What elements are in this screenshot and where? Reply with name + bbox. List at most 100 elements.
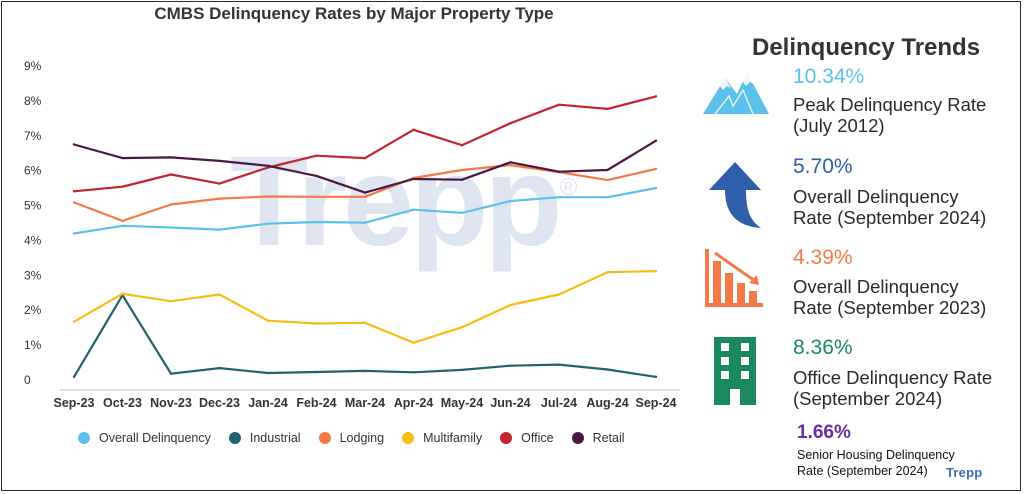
data-point bbox=[363, 191, 367, 194]
data-point bbox=[606, 368, 609, 371]
legend-label: Retail bbox=[592, 431, 625, 445]
data-point bbox=[266, 319, 270, 322]
data-point bbox=[606, 195, 609, 199]
chart-title: CMBS Delinquency Rates by Major Property… bbox=[154, 4, 554, 23]
data-point bbox=[72, 375, 76, 379]
legend-item: Overall Delinquency bbox=[78, 431, 211, 445]
data-point bbox=[509, 163, 512, 167]
stat-peak: 10.34% Peak Delinquency Rate (July 2012) bbox=[793, 65, 986, 136]
data-point bbox=[169, 156, 173, 159]
data-point bbox=[363, 369, 367, 373]
x-tick-label: Oct-23 bbox=[103, 396, 142, 410]
data-point bbox=[169, 226, 173, 229]
data-point bbox=[460, 178, 464, 181]
x-tick-label: Nov-23 bbox=[150, 396, 192, 410]
data-point bbox=[412, 341, 415, 344]
data-point bbox=[121, 224, 124, 227]
data-point bbox=[363, 195, 367, 199]
stat-overall-2023-value: 4.39% bbox=[793, 246, 853, 269]
data-point bbox=[606, 168, 609, 172]
data-point bbox=[266, 195, 270, 198]
line-chart: 0 1% 2% 3% 4% 5% 6% 7% 8% 9% Sep-23 Oct-23 Nov-23 Dec… bbox=[24, 59, 680, 410]
data-point bbox=[606, 107, 609, 111]
data-point bbox=[654, 269, 658, 273]
data-point bbox=[509, 122, 512, 125]
stat-overall-2023: 4.39% Overall Delinquency Rate (Septembe… bbox=[793, 246, 986, 318]
x-tick-label: Sep-24 bbox=[636, 396, 677, 410]
data-point bbox=[412, 208, 415, 211]
x-tick-label: Aug-24 bbox=[586, 396, 628, 410]
data-point bbox=[363, 221, 367, 224]
upward-curved-arrow-icon bbox=[705, 160, 765, 235]
data-point bbox=[266, 222, 270, 225]
data-point bbox=[72, 143, 76, 146]
x-tick-label: May-24 bbox=[441, 396, 483, 410]
stat-overall-2023-label-1: Overall Delinquency bbox=[793, 276, 959, 297]
stat-senior-label-2: Rate (September 2024) bbox=[797, 464, 928, 478]
data-point bbox=[460, 368, 464, 372]
legend-label: Multifamily bbox=[423, 431, 483, 445]
x-tick-label: Jan-24 bbox=[248, 396, 288, 410]
data-point bbox=[72, 201, 76, 204]
legend-marker bbox=[500, 432, 513, 444]
data-point bbox=[557, 363, 561, 366]
data-point bbox=[557, 103, 561, 106]
office-building-icon bbox=[714, 337, 756, 410]
declining-bar-chart-icon bbox=[703, 247, 765, 314]
data-point bbox=[169, 203, 173, 206]
legend-label: Office bbox=[521, 431, 554, 445]
y-tick-label: 7% bbox=[24, 129, 42, 143]
data-point bbox=[363, 321, 367, 324]
data-point bbox=[412, 177, 415, 181]
stat-office-value: 8.36% bbox=[793, 336, 853, 359]
stat-overall-2024-label-2: Rate (September 2024) bbox=[793, 207, 987, 228]
data-point bbox=[654, 375, 658, 379]
x-tick-label: Dec-23 bbox=[199, 396, 240, 410]
legend-item: Retail bbox=[571, 431, 625, 445]
y-tick-label: 8% bbox=[24, 94, 42, 108]
data-point bbox=[218, 197, 221, 200]
y-tick-label: 0 bbox=[24, 373, 31, 387]
data-point bbox=[121, 219, 124, 223]
mountain-peak-icon bbox=[703, 66, 769, 121]
x-tick-label: Sep-23 bbox=[54, 396, 95, 410]
stat-office: 8.36% Office Delinquency Rate (September… bbox=[793, 336, 992, 409]
data-point bbox=[315, 195, 318, 199]
data-point bbox=[654, 139, 658, 142]
stat-peak-label-2: (July 2012) bbox=[793, 115, 885, 136]
series-line-overall-delinquency bbox=[73, 187, 657, 235]
x-tick-label: Jun-24 bbox=[490, 396, 530, 410]
legend-marker bbox=[78, 432, 90, 444]
series-line-office bbox=[73, 95, 657, 193]
y-tick-label: 3% bbox=[24, 268, 42, 282]
registered-mark: R bbox=[560, 178, 577, 195]
data-point bbox=[412, 371, 415, 374]
data-point bbox=[218, 293, 221, 296]
data-point bbox=[606, 178, 609, 182]
data-point bbox=[654, 167, 658, 171]
data-point bbox=[72, 320, 76, 323]
data-point bbox=[121, 292, 124, 296]
stat-overall-2024-value: 5.70% bbox=[793, 155, 853, 178]
data-point bbox=[72, 190, 76, 193]
legend-marker bbox=[571, 432, 584, 444]
data-point bbox=[169, 299, 173, 303]
data-point bbox=[169, 173, 173, 176]
data-point bbox=[315, 174, 318, 178]
series-line-multifamily bbox=[73, 270, 657, 344]
data-point bbox=[509, 303, 512, 307]
stat-overall-2024-label-1: Overall Delinquency bbox=[793, 186, 959, 207]
legend-marker bbox=[228, 432, 241, 444]
legend-label: Industrial bbox=[249, 431, 301, 445]
y-tick-label: 2% bbox=[24, 303, 42, 317]
data-point bbox=[218, 228, 221, 231]
chart-legend: Overall Delinquency Industrial Lodging Mult… bbox=[78, 431, 643, 445]
legend-marker bbox=[402, 432, 415, 444]
legend-label: Lodging bbox=[339, 431, 385, 445]
data-point bbox=[460, 326, 464, 329]
stat-peak-value: 10.34% bbox=[793, 65, 865, 88]
data-point bbox=[266, 371, 270, 375]
data-point bbox=[121, 156, 124, 160]
data-point bbox=[218, 182, 221, 185]
